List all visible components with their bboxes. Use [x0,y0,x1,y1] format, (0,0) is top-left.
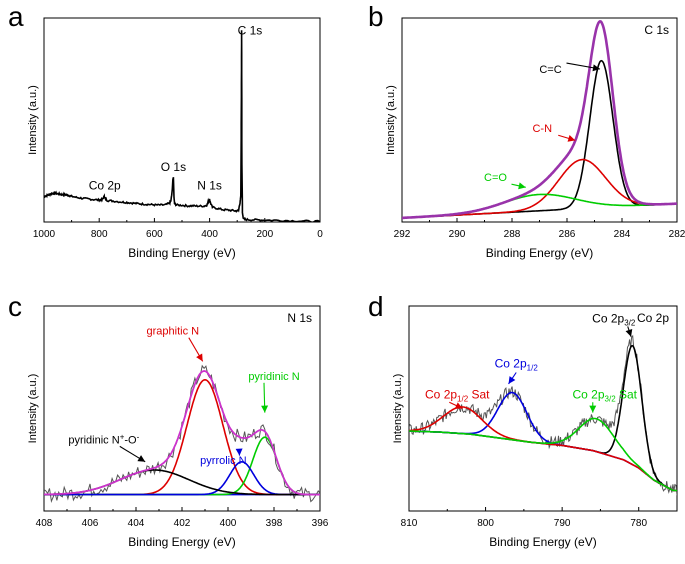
y-axis-label: Intensity (a.u.) [27,374,39,444]
peak-label: pyrrolic N [200,455,247,467]
annotation-arrow-head [196,353,203,362]
x-tick-label: 0 [317,229,323,240]
x-tick-label: 292 [394,229,411,240]
peak-label: C=C [539,64,561,76]
x-tick-label: 286 [559,229,576,240]
panel-c [43,305,321,512]
x-axis-label: Binding Energy (eV) [486,246,593,260]
arrow-co2p32-head [625,329,633,337]
peak-label: O 1s [161,160,186,174]
x-tick-label: 800 [91,229,108,240]
arrow-co2p12-head [508,376,516,384]
x-tick-label: 290 [449,229,466,240]
envelope-fit [402,20,677,220]
annotation-arrow-head [137,455,146,462]
panel-b [401,17,678,223]
x-tick-label: 600 [146,229,163,240]
annotation-arrow-head [518,182,526,190]
x-tick-label: 288 [504,229,521,240]
x-tick-label: 780 [630,518,647,529]
plot-frame [401,17,678,223]
annotation-arrow-head [567,135,576,142]
panel-title: N 1s [287,311,312,325]
label-co2p32-sat: Co 2p3/2 Sat [573,387,638,403]
panel-letter: a [8,1,24,32]
component-1 [402,158,677,219]
x-axis-label: Binding Energy (eV) [128,246,235,260]
peak-label: C 1s [238,23,263,37]
label-co2p32: Co 2p3/2 [592,311,636,327]
plot-frame [408,305,678,512]
x-tick-label: 800 [477,518,494,529]
x-tick-label: 200 [256,229,273,240]
envelope-fit [44,370,320,496]
peak-label: Co 2p [89,178,121,192]
component-0 [409,344,677,492]
annotation-arrow-head [261,405,269,413]
peak-label: C-N [532,123,552,135]
panel-letter: c [8,291,22,322]
label-co2p12-sat: Co 2p1/2 Sat [425,387,490,403]
panel-title: Co 2p [637,311,669,325]
peak-label: graphitic N [147,326,200,338]
annotation-arrow-head [235,448,243,456]
series-survey [44,30,320,222]
panel-a [43,17,321,223]
x-tick-label: 408 [36,518,53,529]
x-axis-label: Binding Energy (eV) [489,535,596,549]
component-3 [409,417,677,492]
x-tick-label: 1000 [33,229,56,240]
panel-d [408,305,678,512]
x-tick-label: 396 [312,518,329,529]
arrow-co2p12-sat-head [454,402,463,409]
raw-data-line [44,364,320,504]
peak-label: pyridinic N+-O- [68,432,139,446]
x-tick-label: 400 [201,229,218,240]
plot-area [44,30,320,222]
x-tick-label: 398 [266,518,283,529]
panel-letter: d [368,291,384,322]
x-tick-label: 400 [220,518,237,529]
x-tick-label: 406 [82,518,99,529]
arrow-co2p32-sat-head [589,405,597,413]
peak-label: pyridinic N [248,371,299,383]
plot-frame [43,17,321,223]
plot-area [44,364,320,504]
annotation-arrow-head [592,64,600,72]
peak-label: N 1s [197,178,222,192]
panel-letter: b [368,1,384,32]
peak-label: C=O [484,172,507,184]
x-axis-label: Binding Energy (eV) [128,535,235,549]
x-tick-label: 402 [174,518,191,529]
x-tick-label: 282 [669,229,685,240]
label-co2p12: Co 2p1/2 [495,357,539,373]
x-tick-label: 404 [128,518,145,529]
panel-title: C 1s [644,23,669,37]
x-tick-label: 790 [554,518,571,529]
x-tick-label: 284 [614,229,631,240]
y-axis-label: Intensity (a.u.) [385,85,397,155]
plot-area [409,334,677,496]
component-2 [409,406,677,492]
x-tick-label: 810 [401,518,418,529]
y-axis-label: Intensity (a.u.) [392,374,404,444]
plot-area [402,20,677,220]
y-axis-label: Intensity (a.u.) [27,85,39,155]
